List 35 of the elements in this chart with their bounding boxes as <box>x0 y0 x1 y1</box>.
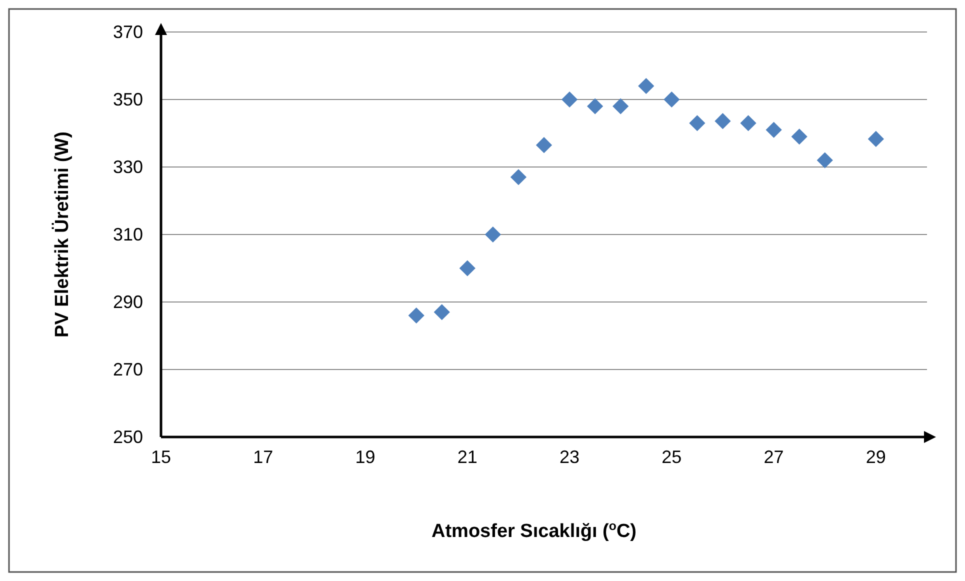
y-tick-label: 330 <box>112 157 143 177</box>
x-tick-label: 27 <box>764 447 784 467</box>
point <box>766 122 782 138</box>
point <box>664 91 680 108</box>
x-tick-label: 29 <box>866 447 886 467</box>
point <box>536 137 552 154</box>
point <box>638 78 654 94</box>
point <box>740 115 756 132</box>
point <box>484 226 501 243</box>
point <box>868 130 884 148</box>
x-tick-label: 21 <box>457 447 478 467</box>
point <box>408 307 424 324</box>
x-tick-label: 19 <box>355 447 376 467</box>
point <box>510 169 527 186</box>
point <box>791 128 808 145</box>
x-tick-label: 25 <box>662 447 682 467</box>
x-tick-label: 17 <box>253 447 274 467</box>
point <box>561 91 578 108</box>
point <box>689 115 706 132</box>
point <box>612 98 629 114</box>
point <box>434 304 450 320</box>
y-tick-label: 250 <box>112 427 143 447</box>
point <box>459 260 476 276</box>
y-tick-label: 370 <box>112 22 143 42</box>
x-tick-label: 15 <box>150 447 172 467</box>
point <box>587 98 604 114</box>
y-tick-label: 290 <box>112 292 143 312</box>
point <box>816 152 833 168</box>
point <box>714 113 731 130</box>
x-tick-label: 23 <box>560 447 580 467</box>
y-tick-label: 310 <box>112 224 143 244</box>
y-tick-label: 270 <box>112 360 143 380</box>
x-axis-title: Atmosfer Sıcaklığı ($^{o}$C) <box>432 519 636 542</box>
y-tick-label: 350 <box>112 90 143 110</box>
y-axis-title: PV Elektrik Üretimi (W) <box>51 132 73 338</box>
